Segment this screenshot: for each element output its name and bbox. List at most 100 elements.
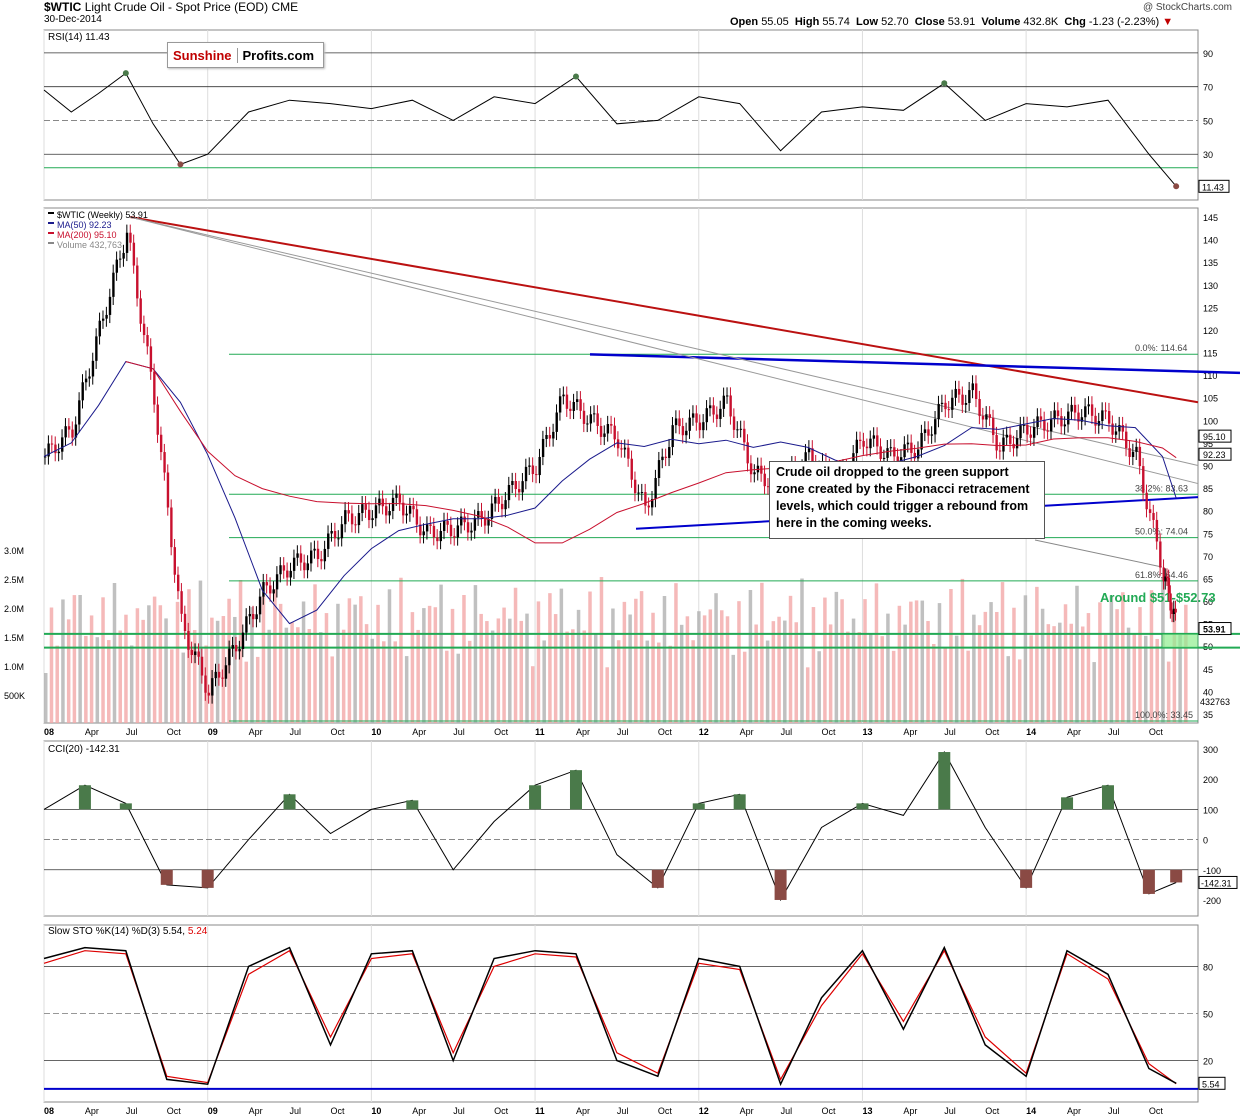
candle-body — [313, 548, 316, 551]
fibonacci-label: 61.8%: 64.46 — [1135, 570, 1188, 580]
sto-tick-label: 80 — [1203, 962, 1213, 972]
candle-body — [637, 492, 640, 494]
candle-body — [726, 395, 729, 397]
volume-bar — [553, 614, 558, 723]
candle-body — [262, 582, 265, 597]
candle-body — [245, 616, 248, 633]
volume-bar — [101, 597, 105, 723]
candle-body — [1073, 404, 1077, 413]
x-tick-label: Apr — [412, 727, 426, 737]
watermark: @ StockCharts.com — [1142, 2, 1232, 13]
candle-body — [957, 388, 961, 395]
x-tick-label: Apr — [1067, 727, 1081, 737]
volume-bar — [926, 621, 930, 723]
volume-bar — [164, 618, 168, 723]
candle-body — [1002, 437, 1005, 452]
candle-body — [101, 318, 105, 321]
volume-bar — [805, 667, 810, 723]
candle-body — [1077, 412, 1080, 422]
candle-body — [1167, 577, 1171, 594]
rsi-last-value: 11.43 — [1202, 182, 1224, 192]
x-tick-label: 11 — [535, 727, 545, 737]
x-tick-label: Jul — [944, 727, 956, 737]
sto-d-title: 5.24 — [188, 926, 208, 937]
price-tick-label: 70 — [1203, 552, 1213, 562]
x-tick-label: 11 — [535, 1106, 545, 1116]
candle-body — [385, 506, 388, 516]
candle-body — [166, 472, 170, 508]
x-tick-label: Oct — [167, 1106, 182, 1116]
candle-body — [1015, 438, 1019, 449]
candle-body — [862, 440, 865, 447]
candle-body — [361, 504, 364, 514]
candle-body — [234, 645, 238, 652]
candle-body — [398, 493, 402, 503]
candle-body — [1135, 446, 1138, 452]
x-tick-label: Jul — [126, 1106, 138, 1116]
candle-body — [708, 405, 712, 409]
candle-body — [344, 510, 347, 525]
candle-body — [906, 442, 910, 445]
candle-body — [1101, 410, 1104, 422]
candle-body — [896, 456, 899, 465]
candle-body — [224, 665, 228, 679]
candle-body — [61, 437, 64, 452]
volume-bar — [1121, 592, 1125, 723]
volume-bar — [777, 616, 781, 723]
volume-bar — [370, 638, 375, 723]
volume-bar — [387, 589, 392, 723]
price-tick-label: 115 — [1203, 349, 1217, 359]
candle-body — [156, 404, 159, 435]
volume-bar — [760, 582, 764, 723]
candle-body — [1026, 424, 1029, 435]
x-tick-label: 09 — [208, 1106, 218, 1116]
volume-bar — [891, 650, 896, 723]
volume-bar — [422, 608, 426, 723]
volume-bar — [393, 641, 397, 723]
volume-bar — [851, 618, 856, 723]
volume-bar — [530, 666, 535, 723]
volume-bar — [353, 604, 357, 723]
candle-body — [1174, 608, 1177, 613]
cci-last-value: -142.31 — [1201, 878, 1232, 888]
candle-body — [50, 443, 54, 445]
rsi-last-value-box — [1198, 179, 1230, 193]
candle-body — [998, 450, 1002, 452]
volume-bar — [983, 611, 988, 723]
volume-bar — [817, 651, 821, 723]
candle-body — [1070, 404, 1073, 412]
candle-body — [1152, 512, 1155, 520]
cci-overbought-area — [569, 770, 582, 810]
candle-body — [681, 426, 685, 436]
volume-bar — [674, 583, 678, 723]
x-tick-label: Oct — [330, 1106, 345, 1116]
volume-bar — [645, 640, 650, 723]
candle-body — [1118, 425, 1121, 432]
candle-body — [105, 314, 108, 319]
volume-bar — [84, 635, 88, 723]
sunshine-profits-logo[interactable]: Sunshine Profits.com — [167, 42, 324, 68]
cci-overbought-area — [119, 803, 132, 810]
candle-body — [545, 435, 548, 439]
candle-body — [153, 371, 156, 405]
volume-bar — [78, 595, 82, 723]
chart-date: 30-Dec-2014 — [44, 14, 102, 25]
candle-body — [112, 272, 115, 297]
candle-body — [610, 424, 613, 426]
volume-bar — [55, 645, 59, 723]
volume-bar — [273, 589, 277, 723]
x-tick-label: 12 — [699, 727, 709, 737]
volume-bar — [565, 631, 569, 723]
candle-body — [463, 516, 466, 523]
volume-bar — [886, 613, 890, 723]
candle-body — [1032, 427, 1036, 438]
candle-body — [582, 410, 586, 424]
volume-bar — [708, 609, 713, 723]
volume-bar — [697, 611, 701, 723]
candle-body — [705, 408, 708, 423]
volume-bar — [72, 595, 77, 723]
volume-bar — [599, 577, 604, 723]
candle-body — [330, 530, 333, 534]
candle-body — [729, 395, 732, 417]
legend-entry: MA(200) 95.10 — [57, 230, 117, 240]
